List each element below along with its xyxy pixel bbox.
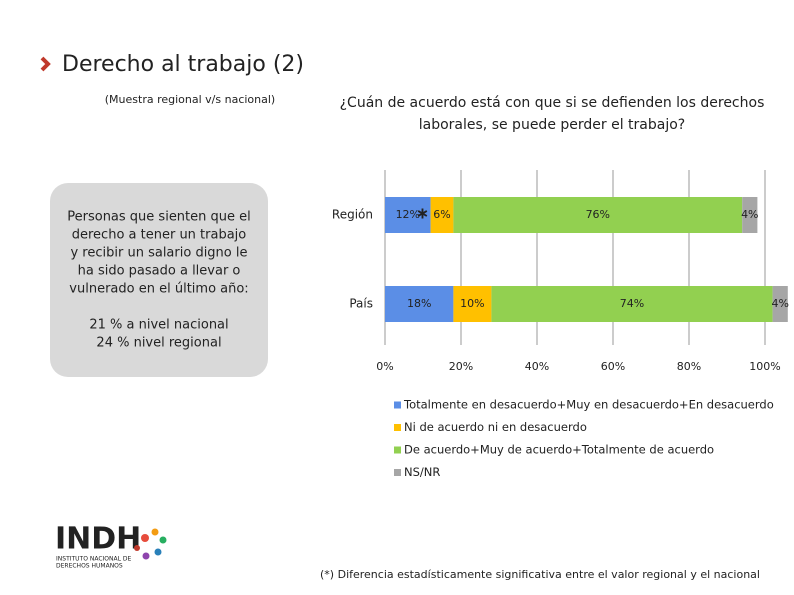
data-label: 18% bbox=[407, 297, 431, 310]
legend-swatch bbox=[394, 446, 401, 454]
data-label: 74% bbox=[620, 297, 644, 310]
box-text: vulnerado en el último año: bbox=[69, 282, 248, 297]
logo-line: DERECHOS HUMANOS bbox=[56, 563, 123, 570]
data-label: 76% bbox=[586, 208, 610, 221]
box-text: ha sido pasado a llevar o bbox=[78, 264, 241, 279]
box-stat: 24 % nivel regional bbox=[96, 336, 221, 351]
logo-dot bbox=[142, 552, 150, 560]
box-text: Personas que sienten que el bbox=[67, 210, 251, 225]
x-tick-label: 20% bbox=[449, 360, 473, 373]
box-text: y recibir un salario digno le bbox=[70, 246, 247, 261]
logo: INDH INSTITUTO NACIONAL DE DERECHOS HUMA… bbox=[55, 522, 167, 570]
legend-swatch bbox=[394, 401, 401, 409]
x-tick-label: 0% bbox=[376, 360, 393, 373]
bullet-chevron bbox=[40, 56, 51, 72]
chart-title: laborales, se puede perder el trabajo? bbox=[419, 117, 685, 133]
data-label: 10% bbox=[460, 297, 484, 310]
bar-segment bbox=[772, 286, 788, 322]
box-stat: 21 % a nivel nacional bbox=[89, 318, 228, 333]
subtitle: (Muestra regional v/s nacional) bbox=[105, 93, 275, 106]
bar-segment bbox=[453, 286, 492, 322]
footnote: (*) Diferencia estadísticamente signific… bbox=[320, 568, 760, 581]
annotation: ∗ bbox=[416, 204, 429, 223]
legend-swatch bbox=[394, 424, 401, 431]
data-label: 6% bbox=[433, 208, 450, 221]
x-tick-label: 80% bbox=[677, 360, 701, 373]
bar-segment bbox=[453, 197, 743, 233]
logo-dot bbox=[154, 548, 162, 556]
legend-label: Ni de acuerdo ni en desacuerdo bbox=[404, 420, 587, 434]
logo-dot bbox=[159, 536, 167, 544]
logo-dot bbox=[141, 534, 149, 542]
legend-label: De acuerdo+Muy de acuerdo+Totalmente de … bbox=[404, 443, 714, 457]
chart-title: ¿Cuán de acuerdo está con que si se defi… bbox=[340, 95, 765, 111]
data-label: 4% bbox=[771, 297, 788, 310]
category-label: País bbox=[349, 297, 373, 311]
info-box bbox=[50, 183, 268, 377]
logo-dot bbox=[151, 528, 159, 536]
x-tick-label: 60% bbox=[601, 360, 625, 373]
slide-title: Derecho al trabajo (2) bbox=[62, 52, 304, 77]
box-text: derecho a tener un trabajo bbox=[72, 228, 247, 243]
x-tick-label: 40% bbox=[525, 360, 549, 373]
legend-swatch bbox=[394, 469, 401, 476]
data-label: 4% bbox=[741, 208, 758, 221]
bar-segment bbox=[491, 286, 773, 322]
legend-label: NS/NR bbox=[404, 465, 440, 479]
bar-segment bbox=[385, 197, 431, 233]
bar-segment bbox=[742, 197, 758, 233]
legend-label: Totalmente en desacuerdo+Muy en desacuer… bbox=[403, 398, 774, 412]
bar-segment bbox=[385, 286, 454, 322]
x-tick-label: 100% bbox=[749, 360, 780, 373]
logo-name: INDH bbox=[55, 522, 141, 557]
logo-line: INSTITUTO NACIONAL DE bbox=[56, 556, 131, 563]
category-label: Región bbox=[332, 208, 373, 222]
logo-dot bbox=[134, 545, 140, 551]
data-label: 12% bbox=[396, 208, 420, 221]
bar-segment bbox=[430, 197, 454, 233]
